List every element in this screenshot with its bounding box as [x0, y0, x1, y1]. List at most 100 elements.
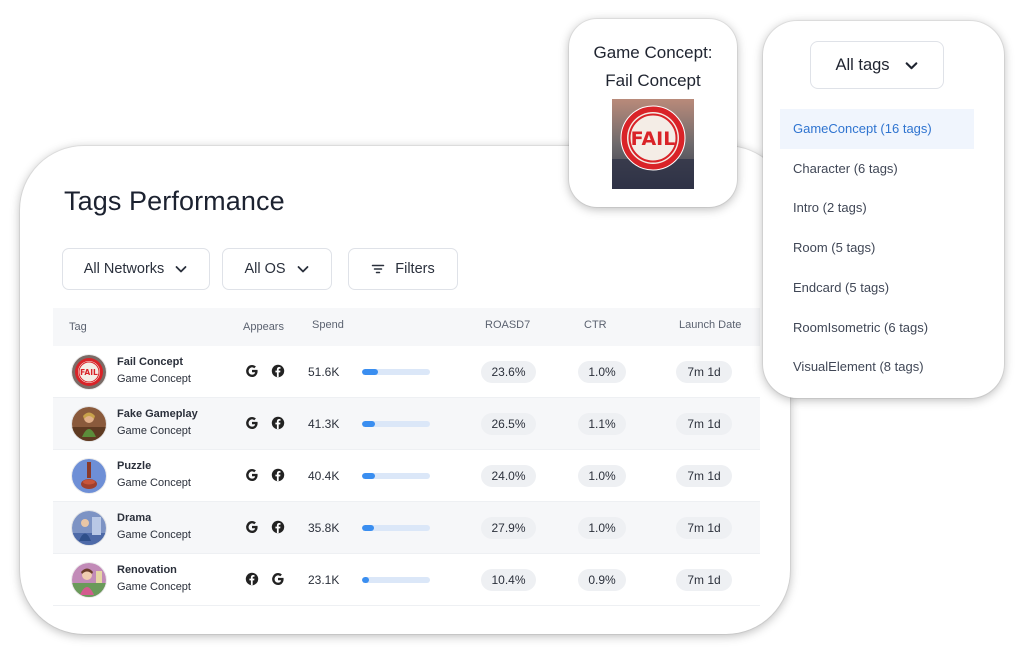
tag-option[interactable]: GameConcept (16 tags) — [780, 109, 974, 149]
tag-option[interactable]: VisualElement (8 tags) — [793, 359, 924, 375]
column-header-ctr[interactable]: CTR — [584, 319, 607, 331]
concept-preview-card: Game Concept: Fail Concept FAIL — [569, 19, 737, 207]
chevron-down-icon — [297, 266, 308, 273]
launch-date-value: 7m 1d — [676, 465, 732, 487]
roasd7-value: 24.0% — [481, 465, 536, 487]
chevron-down-icon — [905, 61, 917, 69]
spend-value: 51.6K — [308, 365, 340, 379]
spend-bar — [362, 421, 430, 427]
filters-button-label: Filters — [395, 261, 435, 277]
tag-thumbnail — [72, 563, 106, 597]
table-row[interactable]: Drama Game Concept 35.8K 27.9% 1.0% 7m 1… — [53, 502, 760, 554]
roasd7-value: 10.4% — [481, 569, 536, 591]
facebook-icon — [271, 520, 285, 534]
facebook-icon — [271, 416, 285, 430]
fail-badge-image: FAIL — [612, 99, 694, 189]
spend-bar-fill — [362, 473, 375, 479]
roasd7-value: 27.9% — [481, 517, 536, 539]
column-header-appears[interactable]: Appears — [243, 321, 284, 333]
os-dropdown[interactable]: All OS — [222, 248, 332, 290]
tag-name[interactable]: Puzzle — [117, 460, 152, 472]
tag-thumbnail — [72, 511, 106, 545]
launch-date-value: 7m 1d — [676, 361, 732, 383]
appears-networks — [245, 572, 285, 586]
table-row[interactable]: Fake Gameplay Game Concept 41.3K 26.5% 1… — [53, 398, 760, 450]
tags-performance-card: Tags Performance All Networks All OS Fil… — [20, 146, 790, 634]
table-row[interactable]: FAIL Fail Concept Game Concept 51.6K 23.… — [53, 346, 760, 398]
roasd7-value: 26.5% — [481, 413, 536, 435]
tag-category: Game Concept — [117, 581, 191, 593]
column-header-tag[interactable]: Tag — [69, 321, 87, 333]
appears-networks — [245, 520, 285, 534]
google-icon — [245, 468, 259, 482]
concept-title-line1: Game Concept: — [593, 43, 713, 62]
google-icon — [245, 520, 259, 534]
ctr-value: 1.0% — [578, 517, 626, 539]
page-title: Tags Performance — [64, 186, 285, 216]
facebook-icon — [271, 468, 285, 482]
google-icon — [271, 572, 285, 586]
google-icon — [245, 416, 259, 430]
concept-title: Game Concept: Fail Concept — [569, 39, 737, 95]
tag-option[interactable]: RoomIsometric (6 tags) — [793, 319, 929, 335]
tag-thumbnail: FAIL — [72, 355, 106, 389]
spend-bar-fill — [362, 369, 379, 375]
spend-bar-fill — [362, 525, 374, 531]
appears-networks — [245, 364, 285, 378]
tag-thumbnail — [72, 459, 106, 493]
filters-button[interactable]: Filters — [348, 248, 458, 290]
tag-option[interactable]: Endcard (5 tags) — [793, 279, 890, 295]
tag-category: Game Concept — [117, 529, 191, 541]
facebook-icon — [245, 572, 259, 586]
svg-text:FAIL: FAIL — [80, 368, 98, 377]
spend-bar-fill — [362, 421, 375, 427]
tag-option[interactable]: Intro (2 tags) — [793, 200, 867, 216]
os-dropdown-label: All OS — [244, 261, 286, 277]
column-header-spend[interactable]: Spend — [312, 319, 344, 331]
appears-networks — [245, 468, 285, 482]
tag-category: Game Concept — [117, 477, 191, 489]
ctr-value: 1.1% — [578, 413, 626, 435]
table-body: FAIL Fail Concept Game Concept 51.6K 23.… — [53, 346, 760, 606]
table-row[interactable]: Puzzle Game Concept 40.4K 24.0% 1.0% 7m … — [53, 450, 760, 502]
tags-dropdown-card: All tags GameConcept (16 tags) Character … — [763, 21, 1004, 398]
spend-bar — [362, 473, 430, 479]
tag-name[interactable]: Fake Gameplay — [117, 408, 198, 420]
tags-select[interactable]: All tags — [810, 41, 944, 89]
chevron-down-icon — [175, 266, 187, 273]
tag-name[interactable]: Renovation — [117, 564, 177, 576]
networks-dropdown-label: All Networks — [83, 261, 165, 277]
launch-date-value: 7m 1d — [676, 413, 732, 435]
facebook-icon — [271, 364, 285, 378]
tag-thumbnail — [72, 407, 106, 441]
tags-select-label: All tags — [835, 55, 890, 74]
tag-name[interactable]: Drama — [117, 512, 152, 524]
column-header-launch-date[interactable]: Launch Date — [679, 319, 742, 331]
filter-icon — [372, 264, 385, 274]
tag-option[interactable]: Character (6 tags) — [793, 160, 898, 176]
table-header: Tag Appears Spend ROASD7 CTR Launch Date — [53, 308, 760, 346]
ctr-value: 1.0% — [578, 361, 626, 383]
spend-value: 40.4K — [308, 469, 340, 483]
concept-thumbnail: FAIL — [612, 99, 694, 189]
ctr-value: 0.9% — [578, 569, 626, 591]
tag-name[interactable]: Fail Concept — [117, 356, 184, 368]
spend-bar-fill — [362, 577, 370, 583]
networks-dropdown[interactable]: All Networks — [62, 248, 210, 290]
table-row[interactable]: Renovation Game Concept 23.1K 10.4% 0.9%… — [53, 554, 760, 606]
spend-value: 23.1K — [308, 573, 340, 587]
launch-date-value: 7m 1d — [676, 569, 732, 591]
roasd7-value: 23.6% — [481, 361, 536, 383]
launch-date-value: 7m 1d — [676, 517, 732, 539]
appears-networks — [245, 416, 285, 430]
column-header-roasd7[interactable]: ROASD7 — [485, 319, 531, 331]
spend-value: 41.3K — [308, 417, 340, 431]
tag-category: Game Concept — [117, 373, 191, 385]
spend-bar — [362, 369, 430, 375]
tag-option[interactable]: Room (5 tags) — [793, 240, 876, 256]
google-icon — [245, 364, 259, 378]
concept-title-line2: Fail Concept — [605, 71, 701, 90]
tags-table: Tag Appears Spend ROASD7 CTR Launch Date… — [53, 308, 760, 606]
spend-value: 35.8K — [308, 521, 340, 535]
fail-badge-text: FAIL — [631, 128, 676, 150]
